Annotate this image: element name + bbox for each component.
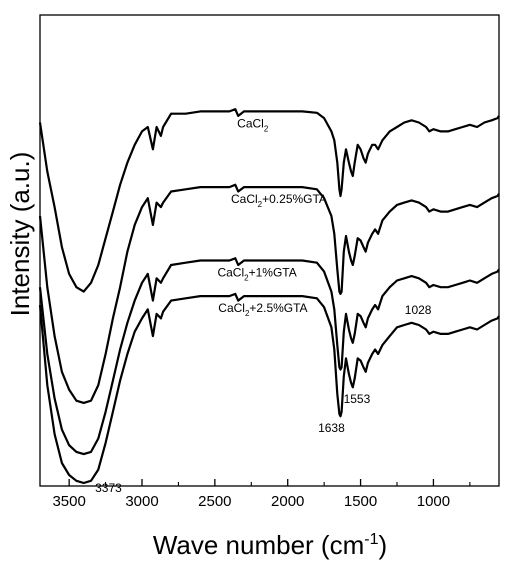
peak-label-1553: 1553	[344, 392, 371, 406]
series-labels: CaCl2 CaCl2+0.25%GTA CaCl2+1%GTA CaCl2+2.5%…	[217, 116, 326, 318]
x-tick-label-2500: 2500	[198, 493, 231, 510]
series-label-2: CaCl2+0.25%GTA	[231, 192, 327, 209]
spectrum-line-2	[38, 183, 500, 404]
spectrum-line-1	[38, 108, 500, 293]
spectrum-line-4	[38, 292, 500, 485]
x-tick-label-3000: 3000	[125, 493, 158, 510]
x-tick-label-1500: 1500	[344, 493, 377, 510]
y-axis-title: Intensity (a.u.)	[5, 152, 35, 317]
x-ticks: 3500 3000 2500 2000 1500 1000	[52, 479, 471, 510]
peak-label-1028: 1028	[405, 303, 432, 317]
spectra	[38, 108, 500, 485]
spectrum-line-3	[38, 257, 500, 456]
x-axis-title: Wave number (cm-1)	[153, 530, 387, 560]
peak-label-1638: 1638	[318, 421, 345, 435]
x-tick-label-2000: 2000	[271, 493, 304, 510]
x-tick-label-1000: 1000	[417, 493, 450, 510]
x-tick-label-3500: 3500	[52, 493, 85, 510]
peak-label-3373: 3373	[95, 481, 122, 495]
series-label-4: CaCl2+2.5%GTA	[218, 301, 307, 318]
series-label-3: CaCl2+1%GTA	[217, 266, 296, 283]
plot-frame	[39, 14, 500, 487]
series-label-1: CaCl2	[237, 116, 269, 133]
peak-annotations: 3373 1638 1553 1028	[95, 303, 432, 495]
